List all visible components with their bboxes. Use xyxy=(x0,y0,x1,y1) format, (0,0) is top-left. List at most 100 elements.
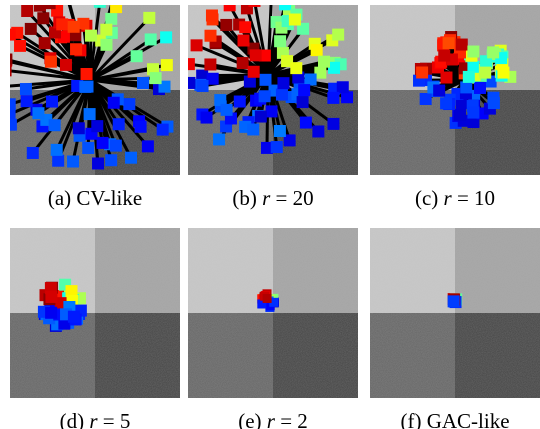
point xyxy=(61,0,73,4)
point xyxy=(183,77,195,89)
point xyxy=(266,105,278,117)
point xyxy=(105,13,117,25)
point xyxy=(92,157,104,169)
point xyxy=(157,124,169,136)
caption-text: GAC-like xyxy=(427,409,510,429)
point xyxy=(32,107,44,119)
point xyxy=(14,40,26,52)
point xyxy=(0,54,12,66)
point xyxy=(479,67,491,79)
point xyxy=(160,31,172,43)
point xyxy=(45,56,57,68)
caption-label: (f) xyxy=(400,409,421,429)
point xyxy=(237,35,249,47)
point xyxy=(305,73,317,85)
point xyxy=(56,18,68,30)
point xyxy=(85,30,97,42)
point xyxy=(456,39,468,51)
point xyxy=(68,311,80,323)
point xyxy=(91,120,103,132)
image xyxy=(183,0,358,175)
point xyxy=(224,0,236,11)
caption-label: (a) xyxy=(48,186,71,210)
panel: (c) r = 10 xyxy=(370,5,540,210)
point xyxy=(27,147,39,159)
point xyxy=(260,74,272,86)
point xyxy=(467,46,479,58)
point xyxy=(100,24,112,36)
point xyxy=(62,0,74,4)
point xyxy=(241,2,253,14)
point xyxy=(255,111,267,123)
point xyxy=(234,96,246,108)
point xyxy=(4,29,16,41)
point xyxy=(298,84,310,96)
point xyxy=(113,118,125,130)
figure: (a) CV-like(b) r = 20(c) r = 10(d) r = 5… xyxy=(0,0,540,429)
point xyxy=(433,85,445,97)
point xyxy=(20,83,32,95)
point xyxy=(237,57,249,69)
point xyxy=(201,112,213,124)
caption-var: r xyxy=(444,186,453,210)
image xyxy=(0,0,180,175)
caption: (b) r = 20 xyxy=(232,186,313,210)
point xyxy=(440,72,452,84)
point xyxy=(332,29,344,41)
point xyxy=(274,35,286,47)
point xyxy=(39,37,51,49)
noise xyxy=(370,228,540,398)
point xyxy=(274,125,286,137)
noise xyxy=(10,228,180,398)
caption-var: r xyxy=(262,186,271,210)
point xyxy=(45,307,57,319)
point xyxy=(259,90,271,102)
panel: (b) r = 20 xyxy=(183,0,358,210)
point xyxy=(79,81,91,93)
image xyxy=(370,5,540,175)
point xyxy=(206,9,218,21)
point xyxy=(67,155,79,167)
point xyxy=(416,66,428,78)
caption-rel: = 10 xyxy=(457,186,495,210)
point xyxy=(220,19,232,31)
point xyxy=(443,37,455,49)
point xyxy=(420,93,432,105)
point xyxy=(25,23,37,35)
caption-label: (b) xyxy=(232,186,257,210)
point xyxy=(73,122,85,134)
point xyxy=(248,0,260,7)
point xyxy=(460,81,472,93)
point xyxy=(213,133,225,145)
panel: (f) GAC-like xyxy=(370,228,540,429)
point xyxy=(0,81,5,93)
point xyxy=(46,96,58,108)
point xyxy=(137,77,149,89)
point xyxy=(34,0,46,12)
point xyxy=(52,155,64,167)
point xyxy=(271,141,283,153)
caption-var: r xyxy=(89,409,98,429)
point xyxy=(145,33,157,45)
point xyxy=(81,68,93,80)
point xyxy=(143,12,155,24)
point xyxy=(142,140,154,152)
point xyxy=(488,97,500,109)
caption-label: (d) xyxy=(60,409,85,429)
point xyxy=(97,137,109,149)
caption: (a) CV-like xyxy=(48,186,142,210)
panel: (e) r = 2 xyxy=(188,228,358,429)
point xyxy=(265,0,277,4)
point xyxy=(84,108,96,120)
point xyxy=(60,59,72,71)
point xyxy=(45,291,57,303)
point xyxy=(21,95,33,107)
point xyxy=(110,1,122,13)
point xyxy=(467,107,479,119)
point xyxy=(204,30,216,42)
point xyxy=(49,119,61,131)
point xyxy=(4,98,16,110)
point xyxy=(318,56,330,68)
point xyxy=(108,97,120,109)
point xyxy=(125,152,137,164)
